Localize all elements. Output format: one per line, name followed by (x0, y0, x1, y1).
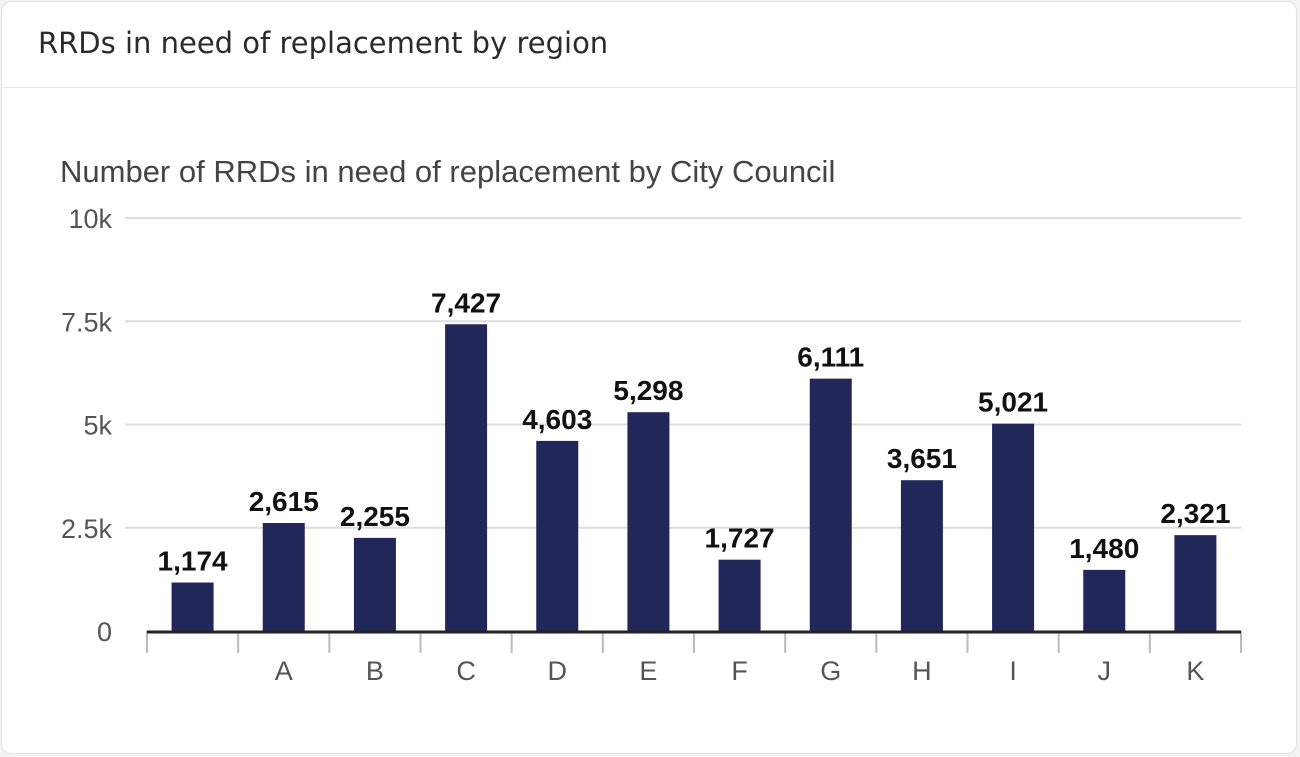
x-tick-label: H (912, 656, 932, 686)
bar (718, 559, 761, 631)
y-tick-label: 7.5k (61, 307, 113, 337)
x-tick-label: E (639, 656, 657, 686)
bars (171, 324, 1217, 631)
bar (627, 412, 670, 631)
data-label: 2,615 (249, 486, 319, 517)
bar (171, 582, 214, 631)
bar (262, 523, 305, 631)
y-tick-label: 2.5k (61, 514, 113, 544)
gridlines (125, 217, 1241, 529)
x-tick-label: K (1186, 656, 1204, 686)
x-axis: A B C D E F G H I J K (146, 630, 1242, 686)
bar (1174, 535, 1217, 631)
data-label: 7,427 (431, 287, 501, 318)
data-label: 2,255 (340, 501, 410, 532)
x-tick-label: I (1009, 656, 1017, 686)
bar (900, 480, 943, 631)
data-labels: 1,174 2,615 2,255 7,427 4,603 5,298 1,727 6,111… (158, 287, 1231, 576)
bar (992, 423, 1035, 631)
x-tick-label: G (820, 656, 841, 686)
bar (1083, 569, 1126, 631)
y-axis: 0 2.5k 5k 7.5k 10k (61, 204, 113, 647)
x-tick-label: J (1098, 656, 1112, 686)
data-label: 1,174 (158, 546, 228, 577)
x-tick-label: B (366, 656, 384, 686)
x-tick-label: F (731, 656, 748, 686)
data-label: 1,727 (705, 523, 775, 554)
bar (445, 324, 488, 631)
y-tick-label: 5k (83, 411, 112, 441)
data-label: 6,111 (797, 342, 864, 373)
x-tick-label: D (548, 656, 568, 686)
bar (353, 537, 396, 631)
data-label: 2,321 (1160, 498, 1230, 529)
bar (809, 378, 852, 631)
y-tick-label: 10k (68, 204, 112, 234)
data-label: 4,603 (522, 404, 592, 435)
data-label: 5,298 (613, 375, 683, 406)
card-title: RRDs in need of replacement by region (38, 26, 609, 60)
x-tick-label: A (275, 656, 293, 686)
chart-title: Number of RRDs in need of replacement by… (60, 154, 835, 189)
x-tick-label: C (456, 656, 476, 686)
card-header: RRDs in need of replacement by region (2, 2, 1296, 88)
data-label: 1,480 (1069, 533, 1139, 564)
bar (536, 440, 579, 631)
data-label: 3,651 (887, 443, 957, 474)
data-label: 5,021 (978, 387, 1048, 418)
y-tick-label: 0 (97, 617, 112, 647)
